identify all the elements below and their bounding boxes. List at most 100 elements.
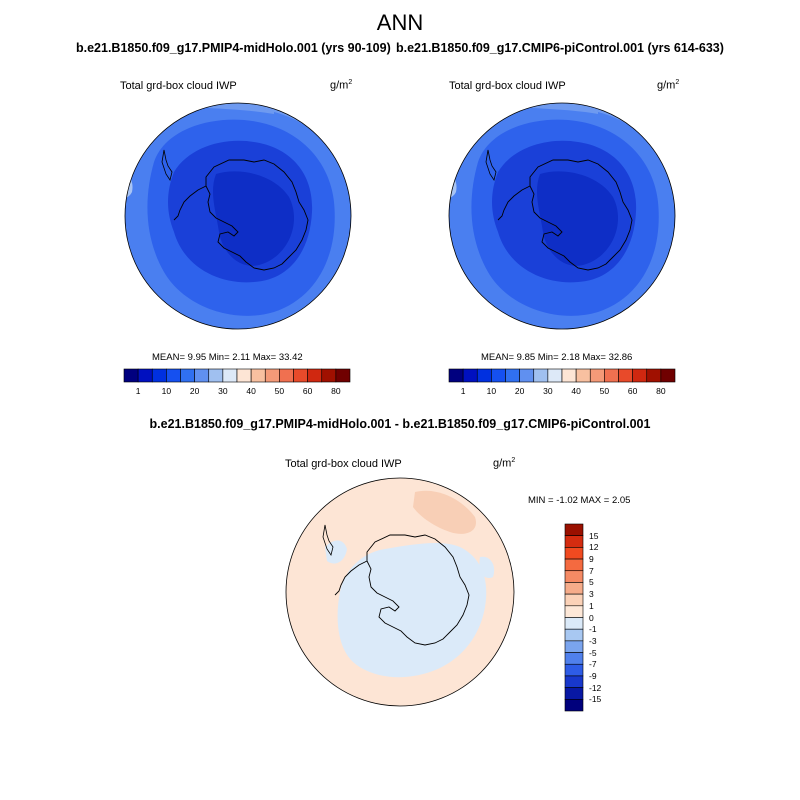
min-value: 2.11 [232,352,251,363]
antarctica-coastline [205,159,309,271]
min-label: Min= [537,352,559,363]
colorbar-tick-label: 12 [589,542,599,553]
colorbar-box [307,368,323,383]
min-value: 2.18 [561,352,580,363]
negative-region [337,543,487,678]
colorbar-box [462,368,478,383]
colorbar-tick-label: 1 [135,386,141,396]
colorbar-tick-label: -7 [589,659,597,670]
colorbar-box [564,628,584,642]
colorbar-box [194,368,210,383]
max-value: 2.05 [611,495,631,506]
diff-colorbar-ticks: 15 12 9 7 5 3 1 0 -1 -3 -5 -7 -9 -12 -15 [589,524,619,711]
min-value: -1.02 [556,495,578,506]
colorbar-box [564,617,584,630]
units-text: g/m [493,457,512,470]
units-text: g/m [657,79,676,92]
colorbar-box [250,368,266,383]
panel-right-case-title: b.e21.B1850.f09_g17.CMIP6-piControl.001 … [396,41,724,55]
colorbar-tick-label: 15 [589,530,599,541]
colorbar-tick-label: 50 [274,386,285,396]
diff-panel-variable-label: Total grd-box cloud IWP [285,458,402,470]
colorbar-box [519,368,535,383]
colorbar-box [561,368,577,383]
colorbar-tick-label: 9 [589,554,594,565]
colorbar-tick-label: 60 [627,386,638,396]
colorbar-box [279,368,294,383]
units-exponent: 2 [675,79,680,86]
colorbar-box [123,368,139,383]
colorbar-box [564,582,584,595]
colorbar-box [335,368,351,383]
colorbar-box [618,368,633,383]
colorbar-tick-label: 40 [246,386,256,396]
colorbar-tick-label: 50 [599,386,610,396]
colorbar-box [151,368,167,383]
positive-strong-patch [413,490,476,534]
colorbar-box [589,368,605,383]
diff-panel-title: b.e21.B1850.f09_g17.PMIP4-midHolo.001 - … [149,417,651,431]
panel-left-stats: MEAN= 9.95 Min= 2.11 Max= 33.42 [152,352,303,363]
colorbar-box [564,640,584,653]
colorbar-box [564,687,584,700]
negative-patch-left [325,540,347,564]
max-label: Max= [252,352,277,363]
colorbar-box [137,368,153,383]
colorbar-tick-label: -5 [589,647,597,658]
colorbar-tick-label: 10 [161,386,172,396]
colorbar-box [208,368,224,383]
colorbar-box [564,593,584,607]
panel-left-colorbar-ticks: 1 10 20 30 40 50 60 80 [124,386,350,398]
panel-right-colorbar-ticks: 1 10 20 30 40 50 60 80 [449,386,675,398]
mean-label: MEAN= [152,352,185,363]
panel-left-units: g/m2 [330,79,352,92]
min-label: Min= [208,352,230,363]
max-label: MAX = [580,495,610,506]
colorbar-box [604,368,619,383]
panel-right-units: g/m2 [657,79,679,92]
colorbar-tick-label: -3 [589,635,597,646]
colorbar-tick-label: 1 [460,386,466,396]
colorbar-box [222,368,238,383]
panel-left-polar-map [124,102,352,330]
colorbar-tick-label: 30 [543,386,553,396]
antarctic-peninsula-coastline [173,185,207,221]
max-label: Max= [582,352,606,363]
colorbar-tick-label: 3 [589,589,594,600]
panel-right-stats: MEAN= 9.85 Min= 2.18 Max= 32.86 [481,352,632,363]
colorbar-box [236,368,252,383]
map-boundary [285,477,515,707]
panel-right-variable-label: Total grd-box cloud IWP [449,80,566,92]
panel-right-polar-map [448,102,676,330]
colorbar-box [564,663,584,677]
diff-colorbar [564,523,584,712]
south-america-tip [485,149,497,181]
colorbar-box [564,535,584,548]
units-exponent: 2 [348,79,353,86]
colorbar-box [564,675,584,688]
colorbar-box [660,368,676,383]
colorbar-box [180,368,195,383]
colorbar-box [564,547,584,560]
colorbar-box [564,605,584,618]
mean-label: MEAN= [481,352,514,363]
units-text: g/m [330,79,349,92]
colorbar-tick-label: 5 [589,577,594,588]
colorbar-tick-label: 10 [486,386,497,396]
colorbar-tick-label: 80 [331,386,341,396]
panel-right-colorbar [448,368,676,383]
diff-panel-stats: MIN = -1.02 MAX = 2.05 [528,495,630,506]
diff-panel-units: g/m2 [493,457,515,470]
antarctica-coastline [366,534,470,646]
antarctic-peninsula-coastline [334,560,368,596]
colorbar-box [321,368,337,383]
ice-core [212,171,295,266]
colorbar-box [575,368,591,383]
colorbar-box [448,368,464,383]
antarctic-peninsula-coastline [497,185,531,221]
negative-patch-right [479,556,495,579]
panel-left-colorbar [123,368,351,383]
colorbar-box [533,368,549,383]
diff-polar-map [285,477,515,707]
colorbar-tick-label: 40 [571,386,581,396]
